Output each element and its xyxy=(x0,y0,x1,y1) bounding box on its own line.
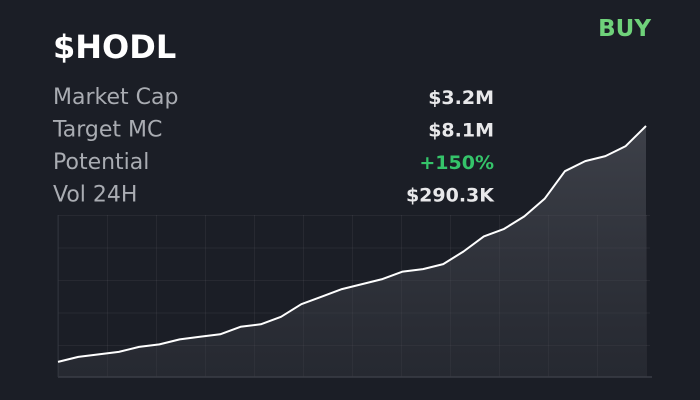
stat-value: +150% xyxy=(419,152,494,174)
stat-label: Potential xyxy=(53,150,149,175)
stat-value: $3.2M xyxy=(428,87,494,109)
price-area xyxy=(58,126,646,377)
price-line xyxy=(57,125,647,363)
stat-value: $290.3K xyxy=(406,185,495,207)
stat-label: Market Cap xyxy=(53,85,178,110)
stat-label: Target MC xyxy=(52,118,162,143)
buy-button[interactable]: BUY xyxy=(598,16,651,42)
token-title: $HODL xyxy=(53,28,176,66)
stats: Market Cap $3.2M Target MC $8.1M Potential +1… xyxy=(52,85,495,208)
stat-value: $8.1M xyxy=(428,120,494,142)
price-chart xyxy=(57,125,647,377)
stat-label: Vol 24H xyxy=(53,183,137,208)
